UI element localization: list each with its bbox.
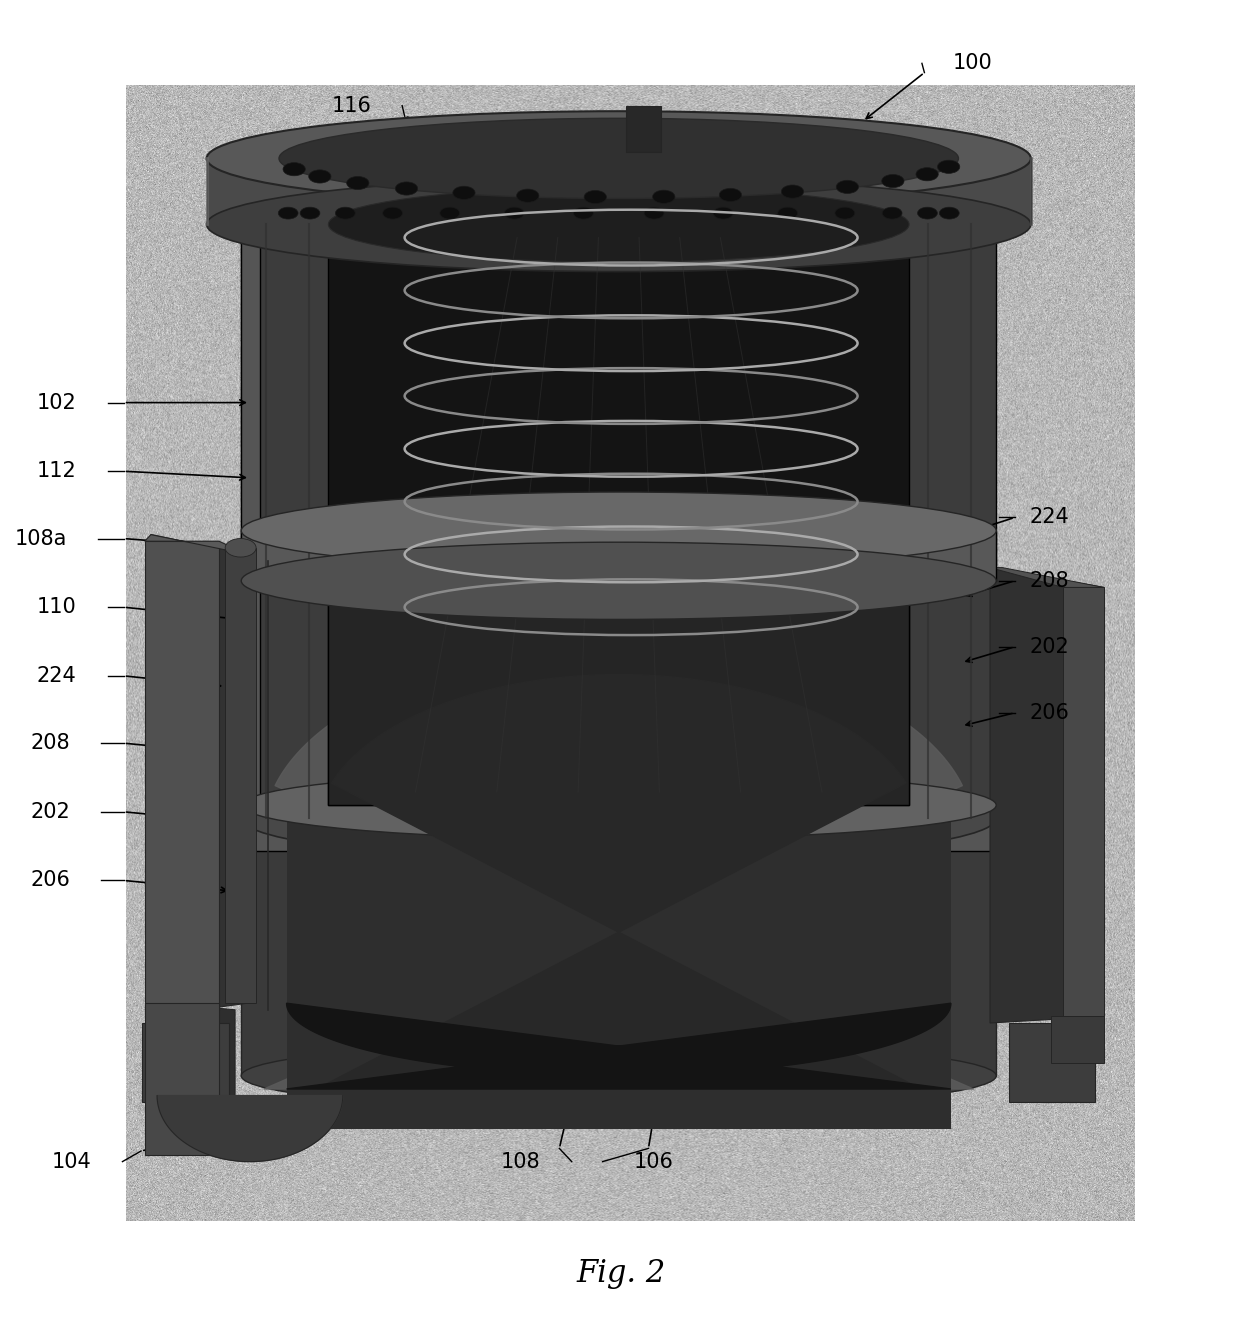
Ellipse shape bbox=[279, 119, 959, 198]
Polygon shape bbox=[164, 1003, 236, 1142]
FancyBboxPatch shape bbox=[1008, 1023, 1095, 1102]
Ellipse shape bbox=[713, 207, 733, 219]
Text: 110: 110 bbox=[37, 597, 77, 618]
Text: 224: 224 bbox=[1029, 507, 1069, 528]
Text: 106: 106 bbox=[634, 1151, 673, 1172]
Ellipse shape bbox=[207, 177, 1030, 272]
Ellipse shape bbox=[835, 207, 854, 219]
Text: 108a: 108a bbox=[15, 528, 67, 549]
Ellipse shape bbox=[278, 207, 298, 219]
Text: 224: 224 bbox=[37, 665, 77, 686]
Polygon shape bbox=[145, 1003, 219, 1155]
Ellipse shape bbox=[329, 546, 909, 615]
FancyBboxPatch shape bbox=[226, 548, 257, 1003]
FancyBboxPatch shape bbox=[242, 224, 260, 818]
Ellipse shape bbox=[283, 162, 305, 176]
Ellipse shape bbox=[242, 492, 996, 569]
FancyBboxPatch shape bbox=[242, 531, 996, 581]
Polygon shape bbox=[1063, 587, 1104, 1016]
Text: 104: 104 bbox=[52, 1151, 92, 1172]
Polygon shape bbox=[286, 1003, 951, 1089]
Ellipse shape bbox=[937, 160, 960, 173]
Ellipse shape bbox=[242, 776, 996, 861]
Polygon shape bbox=[145, 541, 219, 1010]
Ellipse shape bbox=[300, 207, 320, 219]
FancyBboxPatch shape bbox=[626, 106, 661, 152]
Ellipse shape bbox=[836, 181, 858, 194]
Ellipse shape bbox=[644, 207, 663, 219]
Polygon shape bbox=[990, 568, 1104, 587]
Ellipse shape bbox=[916, 168, 939, 181]
Ellipse shape bbox=[777, 207, 797, 219]
Ellipse shape bbox=[940, 207, 960, 219]
Polygon shape bbox=[242, 818, 996, 1076]
Ellipse shape bbox=[918, 207, 937, 219]
Ellipse shape bbox=[329, 186, 909, 263]
Ellipse shape bbox=[242, 776, 996, 861]
Ellipse shape bbox=[882, 174, 904, 187]
Ellipse shape bbox=[347, 177, 370, 190]
Ellipse shape bbox=[517, 189, 539, 202]
Ellipse shape bbox=[652, 190, 675, 203]
FancyBboxPatch shape bbox=[329, 581, 909, 805]
Polygon shape bbox=[316, 675, 920, 1089]
Ellipse shape bbox=[574, 207, 593, 219]
Ellipse shape bbox=[336, 207, 355, 219]
Ellipse shape bbox=[882, 207, 901, 219]
Polygon shape bbox=[1050, 1016, 1104, 1063]
FancyBboxPatch shape bbox=[242, 224, 996, 818]
Ellipse shape bbox=[453, 186, 475, 199]
Ellipse shape bbox=[242, 771, 996, 840]
FancyBboxPatch shape bbox=[143, 1023, 229, 1102]
Text: Fig. 2: Fig. 2 bbox=[577, 1258, 666, 1290]
Polygon shape bbox=[145, 535, 248, 554]
Polygon shape bbox=[990, 568, 1104, 1023]
Text: 208: 208 bbox=[31, 733, 71, 754]
Polygon shape bbox=[264, 647, 973, 1089]
FancyBboxPatch shape bbox=[242, 805, 996, 851]
Ellipse shape bbox=[584, 190, 606, 203]
Ellipse shape bbox=[309, 170, 331, 183]
Ellipse shape bbox=[396, 182, 418, 195]
Text: 206: 206 bbox=[1029, 702, 1069, 723]
Ellipse shape bbox=[440, 207, 460, 219]
Text: 202: 202 bbox=[1029, 636, 1069, 657]
Text: 202: 202 bbox=[31, 801, 71, 822]
Ellipse shape bbox=[207, 111, 1030, 206]
Text: 108: 108 bbox=[501, 1151, 541, 1172]
Polygon shape bbox=[157, 1096, 342, 1162]
Text: 102: 102 bbox=[37, 392, 77, 413]
FancyBboxPatch shape bbox=[207, 158, 1030, 224]
Text: 112: 112 bbox=[37, 461, 77, 482]
Text: 100: 100 bbox=[952, 53, 993, 74]
Ellipse shape bbox=[226, 539, 257, 557]
Ellipse shape bbox=[719, 189, 742, 202]
Text: 116: 116 bbox=[331, 95, 371, 116]
Ellipse shape bbox=[242, 181, 996, 268]
Ellipse shape bbox=[781, 185, 804, 198]
Ellipse shape bbox=[242, 543, 996, 619]
Polygon shape bbox=[151, 535, 248, 1016]
Ellipse shape bbox=[383, 207, 403, 219]
FancyBboxPatch shape bbox=[329, 224, 909, 805]
Text: 206: 206 bbox=[31, 870, 71, 891]
Text: 208: 208 bbox=[1029, 570, 1069, 591]
Ellipse shape bbox=[505, 207, 525, 219]
Ellipse shape bbox=[242, 1041, 996, 1110]
